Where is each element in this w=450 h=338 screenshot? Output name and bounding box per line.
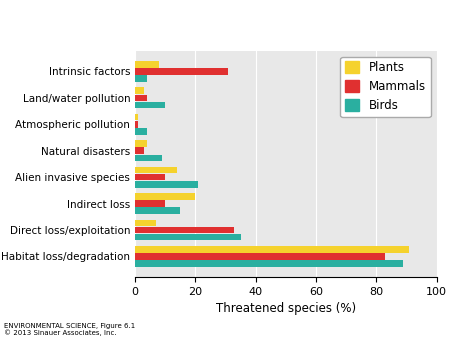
Bar	[135, 75, 147, 82]
Bar	[135, 234, 240, 240]
Bar	[135, 140, 147, 147]
Bar	[135, 114, 138, 120]
Legend: Plants, Mammals, Birds: Plants, Mammals, Birds	[340, 56, 431, 117]
Bar	[135, 193, 195, 200]
Bar	[135, 154, 162, 161]
Bar	[135, 220, 156, 226]
Bar	[135, 68, 229, 75]
Bar	[135, 95, 147, 101]
Bar	[135, 121, 138, 127]
Bar	[135, 128, 147, 135]
Bar	[135, 167, 177, 173]
Text: Figure 6.1  The major threats for plants, mammals and birds that are considered : Figure 6.1 The major threats for plants,…	[4, 2, 450, 24]
Bar	[135, 181, 198, 188]
Bar	[135, 200, 165, 207]
Bar	[135, 227, 234, 233]
Bar	[135, 147, 144, 154]
Bar	[135, 260, 403, 267]
Bar	[135, 174, 165, 180]
Bar	[135, 61, 159, 68]
Bar	[135, 253, 385, 260]
Bar	[135, 88, 144, 94]
Text: ENVIRONMENTAL SCIENCE, Figure 6.1
© 2013 Sinauer Associates, Inc.: ENVIRONMENTAL SCIENCE, Figure 6.1 © 2013…	[4, 322, 136, 336]
Bar	[135, 102, 165, 108]
Bar	[135, 246, 410, 252]
Bar	[135, 208, 180, 214]
X-axis label: Threatened species (%): Threatened species (%)	[216, 303, 356, 315]
